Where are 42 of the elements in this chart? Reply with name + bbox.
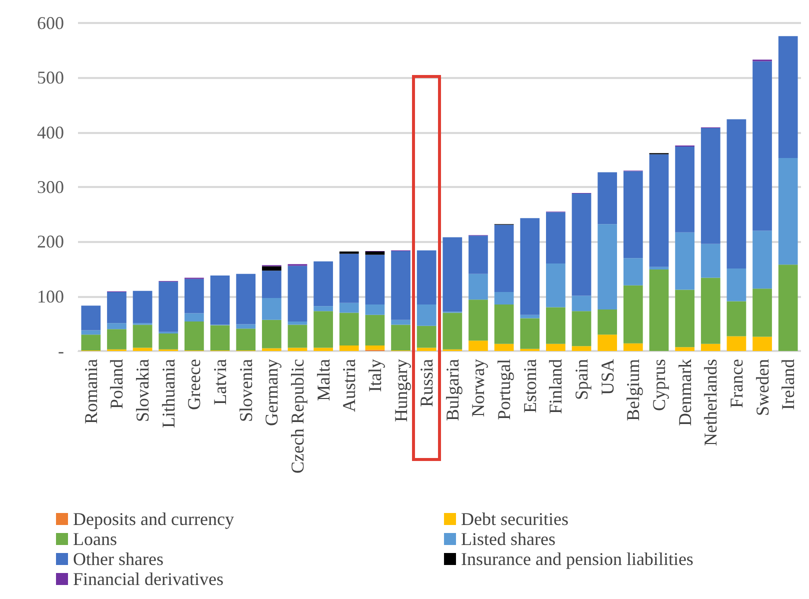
x-tick-label: Germany: [262, 359, 282, 426]
x-tick-label: Ireland: [778, 359, 798, 410]
y-tick-label: 600: [37, 13, 64, 33]
legend-label: Other shares: [73, 549, 164, 569]
y-tick-label: -: [58, 341, 64, 361]
x-tick-label: Bulgaria: [442, 358, 462, 421]
y-tick-label: 500: [37, 68, 64, 88]
x-tick-label: Slovakia: [132, 359, 153, 422]
x-tick-label: USA: [597, 359, 618, 396]
x-tick-label: Czech Republic: [287, 359, 308, 474]
x-tick-label: Portugal: [494, 359, 514, 420]
x-tick-label: Poland: [106, 359, 127, 410]
x-tick-label: Cyprus: [648, 359, 669, 412]
legend-label: Deposits and currency: [73, 509, 234, 529]
x-tick-label: Slovenia: [236, 359, 256, 422]
x-tick-label: Sweden: [752, 359, 772, 416]
y-tick-label: 100: [37, 286, 64, 306]
x-tick-label: Netherlands: [700, 359, 721, 446]
legend-label: Insurance and pension liabilities: [461, 549, 694, 569]
x-tick-label: Norway: [468, 359, 488, 417]
x-tick-label: Belgium: [623, 359, 644, 421]
x-tick-label: Greece: [184, 358, 204, 410]
y-tick-label: 300: [37, 177, 64, 197]
legend-label: Financial derivatives: [73, 569, 224, 589]
x-tick-label: Finland: [546, 359, 566, 414]
y-tick-label: 400: [37, 122, 64, 142]
x-tick-label: Romania: [80, 359, 101, 424]
x-tick-label: Spain: [572, 359, 592, 400]
x-tick-label: Estonia: [520, 359, 540, 413]
x-tick-label: Lithuania: [158, 358, 178, 428]
y-tick-label: 200: [37, 232, 64, 252]
legend-label: Loans: [73, 529, 117, 549]
x-tick-label: Austria: [339, 359, 360, 412]
x-tick-label: Latvia: [210, 359, 230, 405]
x-tick-label: Hungary: [390, 359, 411, 422]
x-tick-label: Italy: [364, 359, 385, 392]
x-tick-label: Malta: [313, 359, 334, 401]
legend-label: Listed shares: [461, 529, 556, 549]
x-tick-label: Denmark: [674, 359, 695, 426]
x-tick-label: France: [726, 359, 746, 408]
legend-label: Debt securities: [461, 509, 568, 529]
x-tick-label: Russia: [416, 359, 437, 408]
